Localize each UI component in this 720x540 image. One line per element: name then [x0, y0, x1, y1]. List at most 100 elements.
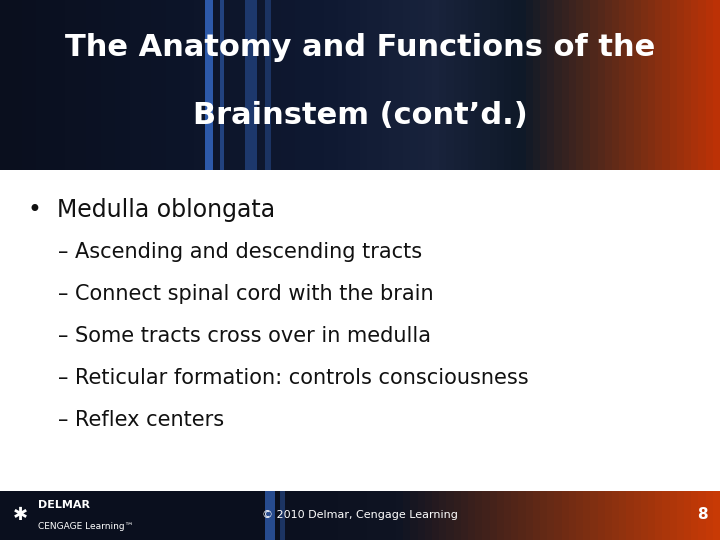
Bar	[216, 491, 224, 540]
Bar	[50, 491, 58, 540]
Bar	[446, 491, 454, 540]
Bar	[266, 491, 274, 540]
Bar	[238, 0, 246, 170]
Bar	[526, 491, 534, 540]
Bar	[439, 0, 447, 170]
Bar	[691, 491, 699, 540]
Bar	[662, 491, 670, 540]
Bar	[475, 0, 483, 170]
Bar	[158, 491, 166, 540]
Bar	[302, 0, 310, 170]
Text: 8: 8	[698, 507, 708, 522]
Bar	[648, 0, 656, 170]
Bar	[655, 0, 663, 170]
Bar	[713, 0, 720, 170]
Bar	[209, 491, 217, 540]
Bar	[0, 491, 8, 540]
Bar	[713, 491, 720, 540]
Bar	[7, 0, 15, 170]
Bar	[634, 0, 642, 170]
Bar	[122, 491, 130, 540]
Bar	[605, 0, 613, 170]
Bar	[115, 491, 123, 540]
Bar	[216, 0, 224, 170]
Bar	[526, 0, 534, 170]
Bar	[317, 491, 325, 540]
Bar	[43, 0, 51, 170]
Bar	[209, 0, 217, 170]
Bar	[346, 0, 354, 170]
Bar	[504, 0, 512, 170]
Bar	[626, 0, 634, 170]
Bar	[58, 0, 66, 170]
Bar	[137, 0, 145, 170]
Bar	[554, 491, 562, 540]
Bar	[331, 0, 339, 170]
Bar	[65, 0, 73, 170]
Bar	[14, 0, 22, 170]
Bar	[302, 491, 310, 540]
Bar	[684, 0, 692, 170]
Bar	[598, 491, 606, 540]
Bar	[7, 491, 15, 540]
Bar	[562, 491, 570, 540]
Bar	[590, 0, 598, 170]
Bar	[684, 491, 692, 540]
Text: ✱: ✱	[12, 505, 27, 523]
Bar	[396, 0, 404, 170]
Bar	[101, 0, 109, 170]
Bar	[43, 491, 51, 540]
Bar	[0, 0, 8, 170]
Bar	[454, 491, 462, 540]
Bar	[547, 491, 555, 540]
Bar	[29, 491, 37, 540]
Bar	[403, 491, 411, 540]
Bar	[115, 0, 123, 170]
Bar	[576, 491, 584, 540]
Bar	[259, 491, 267, 540]
Bar	[36, 0, 44, 170]
Bar	[151, 491, 159, 540]
Bar	[389, 0, 397, 170]
Bar	[461, 491, 469, 540]
Bar	[130, 0, 138, 170]
Bar	[338, 0, 346, 170]
Bar	[612, 0, 620, 170]
Bar	[374, 491, 382, 540]
Bar	[706, 491, 714, 540]
Bar	[468, 0, 476, 170]
Bar	[446, 0, 454, 170]
Bar	[576, 0, 584, 170]
Bar	[410, 0, 418, 170]
Bar	[641, 491, 649, 540]
Bar	[634, 491, 642, 540]
Bar	[612, 491, 620, 540]
Bar	[497, 491, 505, 540]
Bar	[698, 0, 706, 170]
Bar	[670, 491, 678, 540]
Bar	[295, 491, 303, 540]
Bar	[698, 491, 706, 540]
Bar	[569, 0, 577, 170]
Bar	[65, 491, 73, 540]
Bar	[583, 0, 591, 170]
Bar	[166, 491, 174, 540]
Bar	[677, 0, 685, 170]
Bar	[662, 0, 670, 170]
Bar	[187, 0, 195, 170]
Bar	[598, 0, 606, 170]
Text: © 2010 Delmar, Cengage Learning: © 2010 Delmar, Cengage Learning	[262, 510, 458, 519]
Bar	[202, 491, 210, 540]
Bar	[382, 0, 390, 170]
Bar	[324, 0, 332, 170]
Bar	[144, 0, 152, 170]
Bar	[590, 491, 598, 540]
Bar	[265, 491, 275, 540]
Bar	[533, 0, 541, 170]
Bar	[374, 0, 382, 170]
Bar	[425, 0, 433, 170]
Bar	[94, 491, 102, 540]
Bar	[454, 0, 462, 170]
Text: – Reflex centers: – Reflex centers	[58, 410, 224, 430]
Bar	[619, 491, 627, 540]
